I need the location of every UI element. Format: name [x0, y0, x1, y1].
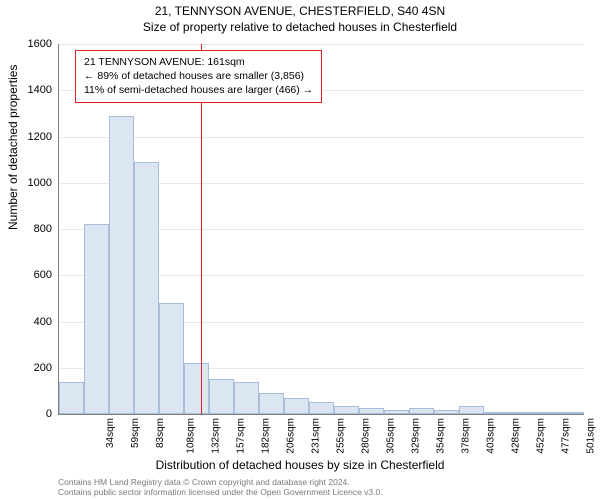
xtick-label: 231sqm: [310, 418, 321, 454]
ytick-label: 1200: [8, 131, 52, 143]
xtick-label: 280sqm: [360, 418, 371, 454]
ytick-label: 1600: [8, 38, 52, 50]
xtick-label: 182sqm: [260, 418, 271, 454]
histogram-bar: [409, 408, 434, 414]
histogram-bar: [234, 382, 259, 414]
histogram-bar: [434, 410, 459, 414]
xtick-label: 83sqm: [155, 418, 166, 448]
footer-attribution: Contains HM Land Registry data © Crown c…: [58, 477, 383, 498]
ytick-label: 600: [8, 269, 52, 281]
histogram-bar: [59, 382, 84, 414]
histogram-bar: [84, 224, 109, 414]
plot-area: 21 TENNYSON AVENUE: 161sqm ← 89% of deta…: [58, 44, 584, 415]
xtick-label: 378sqm: [460, 418, 471, 454]
xtick-label: 132sqm: [210, 418, 221, 454]
histogram-bar: [284, 398, 309, 414]
chart-title-address: 21, TENNYSON AVENUE, CHESTERFIELD, S40 4…: [0, 4, 600, 18]
annotation-line: 21 TENNYSON AVENUE: 161sqm: [84, 55, 313, 69]
histogram-bar: [384, 410, 409, 414]
xtick-label: 108sqm: [185, 418, 196, 454]
histogram-bar: [559, 412, 584, 414]
histogram-bar: [534, 412, 559, 414]
xtick-label: 428sqm: [510, 418, 521, 454]
xtick-label: 157sqm: [235, 418, 246, 454]
histogram-bar: [309, 402, 334, 414]
histogram-bar: [259, 393, 284, 414]
ytick-label: 200: [8, 362, 52, 374]
ytick-label: 800: [8, 223, 52, 235]
histogram-bar: [184, 363, 209, 414]
histogram-bar: [459, 406, 484, 414]
xtick-label: 305sqm: [385, 418, 396, 454]
histogram-bar: [209, 379, 234, 414]
xtick-label: 501sqm: [585, 418, 596, 454]
chart-title-subtitle: Size of property relative to detached ho…: [0, 20, 600, 34]
footer-line: Contains public sector information licen…: [58, 487, 383, 498]
xtick-label: 34sqm: [105, 418, 116, 448]
gridline: [59, 44, 584, 45]
annotation-box: 21 TENNYSON AVENUE: 161sqm ← 89% of deta…: [75, 50, 322, 103]
ytick-label: 400: [8, 316, 52, 328]
histogram-bar: [509, 412, 534, 414]
property-size-chart: 21, TENNYSON AVENUE, CHESTERFIELD, S40 4…: [0, 0, 600, 500]
xtick-label: 255sqm: [335, 418, 346, 454]
ytick-label: 1000: [8, 177, 52, 189]
histogram-bar: [109, 116, 134, 414]
gridline: [59, 137, 584, 138]
xtick-label: 329sqm: [410, 418, 421, 454]
xtick-label: 206sqm: [285, 418, 296, 454]
ytick-label: 0: [8, 408, 52, 420]
x-axis-label: Distribution of detached houses by size …: [0, 458, 600, 472]
annotation-line: ← 89% of detached houses are smaller (3,…: [84, 69, 313, 83]
xtick-label: 59sqm: [130, 418, 141, 448]
histogram-bar: [484, 412, 509, 414]
histogram-bar: [359, 408, 384, 414]
histogram-bar: [159, 303, 184, 414]
xtick-label: 403sqm: [485, 418, 496, 454]
xtick-label: 477sqm: [560, 418, 571, 454]
footer-line: Contains HM Land Registry data © Crown c…: [58, 477, 383, 488]
annotation-line: 11% of semi-detached houses are larger (…: [84, 83, 313, 97]
ytick-label: 1400: [8, 84, 52, 96]
xtick-label: 354sqm: [435, 418, 446, 454]
xtick-label: 452sqm: [535, 418, 546, 454]
histogram-bar: [334, 406, 359, 414]
histogram-bar: [134, 162, 159, 414]
